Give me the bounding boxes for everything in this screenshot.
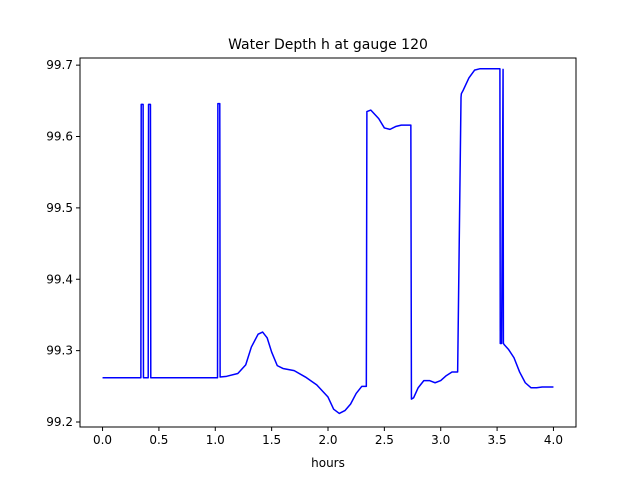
axis-ticks: 0.0 0.5 1.0 1.5 2.0 2.5 3.0 3.5 4.0 99.2 99.3 99.4 9…: [46, 58, 563, 447]
y-tick-label: 99.2: [46, 415, 73, 429]
y-tick-label: 99.4: [46, 272, 73, 286]
y-tick-label: 99.3: [46, 344, 73, 358]
series-line-0: [102, 67, 554, 415]
y-tick-label: 99.6: [46, 130, 73, 144]
axes-frame: [79, 57, 577, 428]
chart-title: Water Depth h at gauge 120: [228, 37, 428, 53]
x-tick-label: 0.5: [149, 433, 168, 447]
x-axis-label: hours: [311, 456, 345, 470]
y-tick-label: 99.5: [46, 201, 73, 215]
x-tick-label: 3.0: [431, 433, 450, 447]
x-tick-label: 1.5: [262, 433, 281, 447]
plot-area: [102, 67, 554, 415]
x-tick-label: 3.5: [488, 433, 507, 447]
x-tick-label: 4.0: [544, 433, 563, 447]
x-tick-label: 2.0: [318, 433, 337, 447]
x-tick-label: 2.5: [375, 433, 394, 447]
y-tick-label: 99.7: [46, 58, 73, 72]
x-tick-label: 1.0: [206, 433, 225, 447]
x-tick-label: 0.0: [93, 433, 112, 447]
